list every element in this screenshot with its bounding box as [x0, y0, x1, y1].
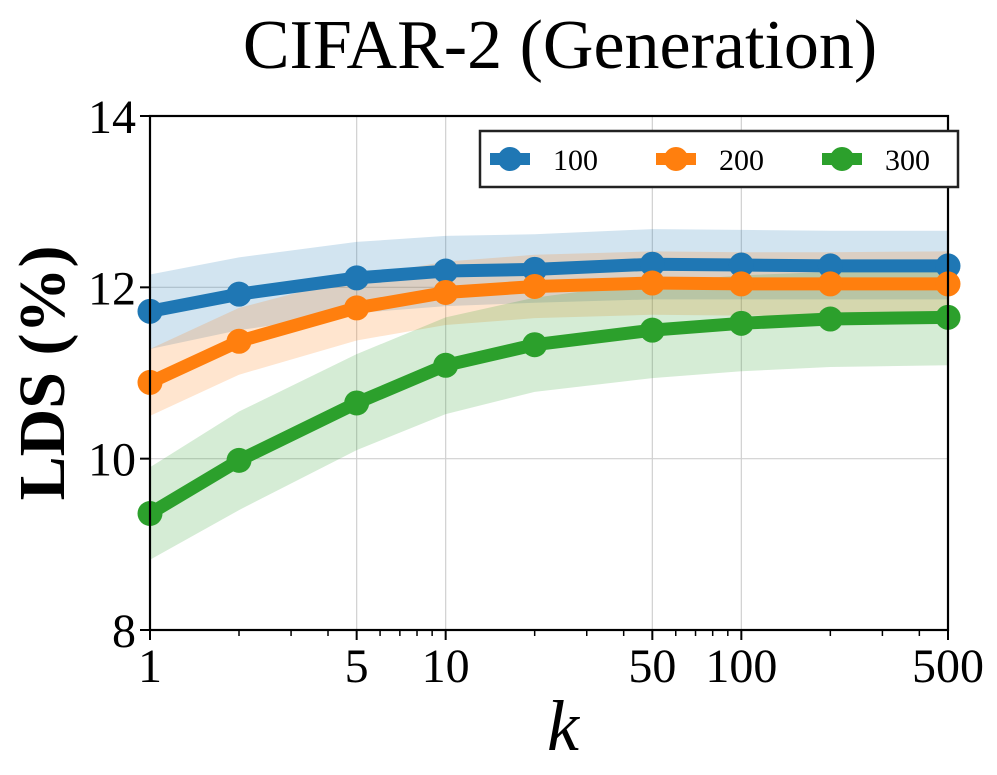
point-series-200 — [728, 271, 754, 297]
point-series-300 — [226, 447, 252, 473]
y-tick-label: 8 — [112, 605, 136, 658]
band-series-300 — [150, 270, 948, 560]
plot-frame — [148, 114, 950, 632]
point-series-100 — [728, 252, 754, 278]
point-series-200 — [433, 279, 459, 305]
chart-title: CIFAR-2 (Generation) — [243, 7, 877, 84]
y-tick-label: 12 — [88, 262, 136, 315]
x-tick-label: 50 — [628, 640, 676, 693]
legend-label-300: 300 — [885, 144, 930, 177]
point-series-100 — [433, 258, 459, 284]
x-tick-label: 1 — [138, 640, 162, 693]
y-tick-label: 14 — [88, 91, 136, 144]
legend-label-200: 200 — [719, 144, 764, 177]
point-series-200 — [817, 271, 843, 297]
x-tick-label: 100 — [705, 640, 777, 693]
point-series-300 — [522, 332, 548, 358]
point-series-300 — [344, 390, 370, 416]
x-tick-label: 5 — [345, 640, 369, 693]
point-series-300 — [639, 317, 665, 343]
point-series-100 — [344, 265, 370, 291]
legend-marker-300 — [830, 147, 854, 171]
point-series-200 — [522, 273, 548, 299]
x-tick-label: 500 — [912, 640, 984, 693]
point-series-100 — [817, 253, 843, 279]
legend-box — [478, 129, 960, 189]
legend-marker-100 — [498, 147, 522, 171]
point-series-200 — [344, 295, 370, 321]
axes: 1 5 10 50 100 500 8 10 12 14 — [88, 91, 984, 693]
y-tick-label: 10 — [88, 434, 136, 487]
point-series-100 — [522, 256, 548, 282]
legend: 100 200 300 — [478, 129, 960, 189]
point-series-100 — [226, 281, 252, 307]
series-lines — [137, 251, 961, 526]
point-series-200 — [226, 328, 252, 354]
point-series-300 — [817, 306, 843, 332]
point-series-200 — [639, 270, 665, 296]
x-axis-label: k — [547, 686, 581, 766]
point-series-100 — [639, 251, 665, 277]
y-axis-label: LDS (%) — [6, 246, 79, 501]
point-series-300 — [728, 310, 754, 336]
legend-marker-200 — [664, 147, 688, 171]
legend-label-100: 100 — [553, 144, 598, 177]
x-tick-label: 10 — [422, 640, 470, 693]
point-series-300 — [433, 352, 459, 378]
